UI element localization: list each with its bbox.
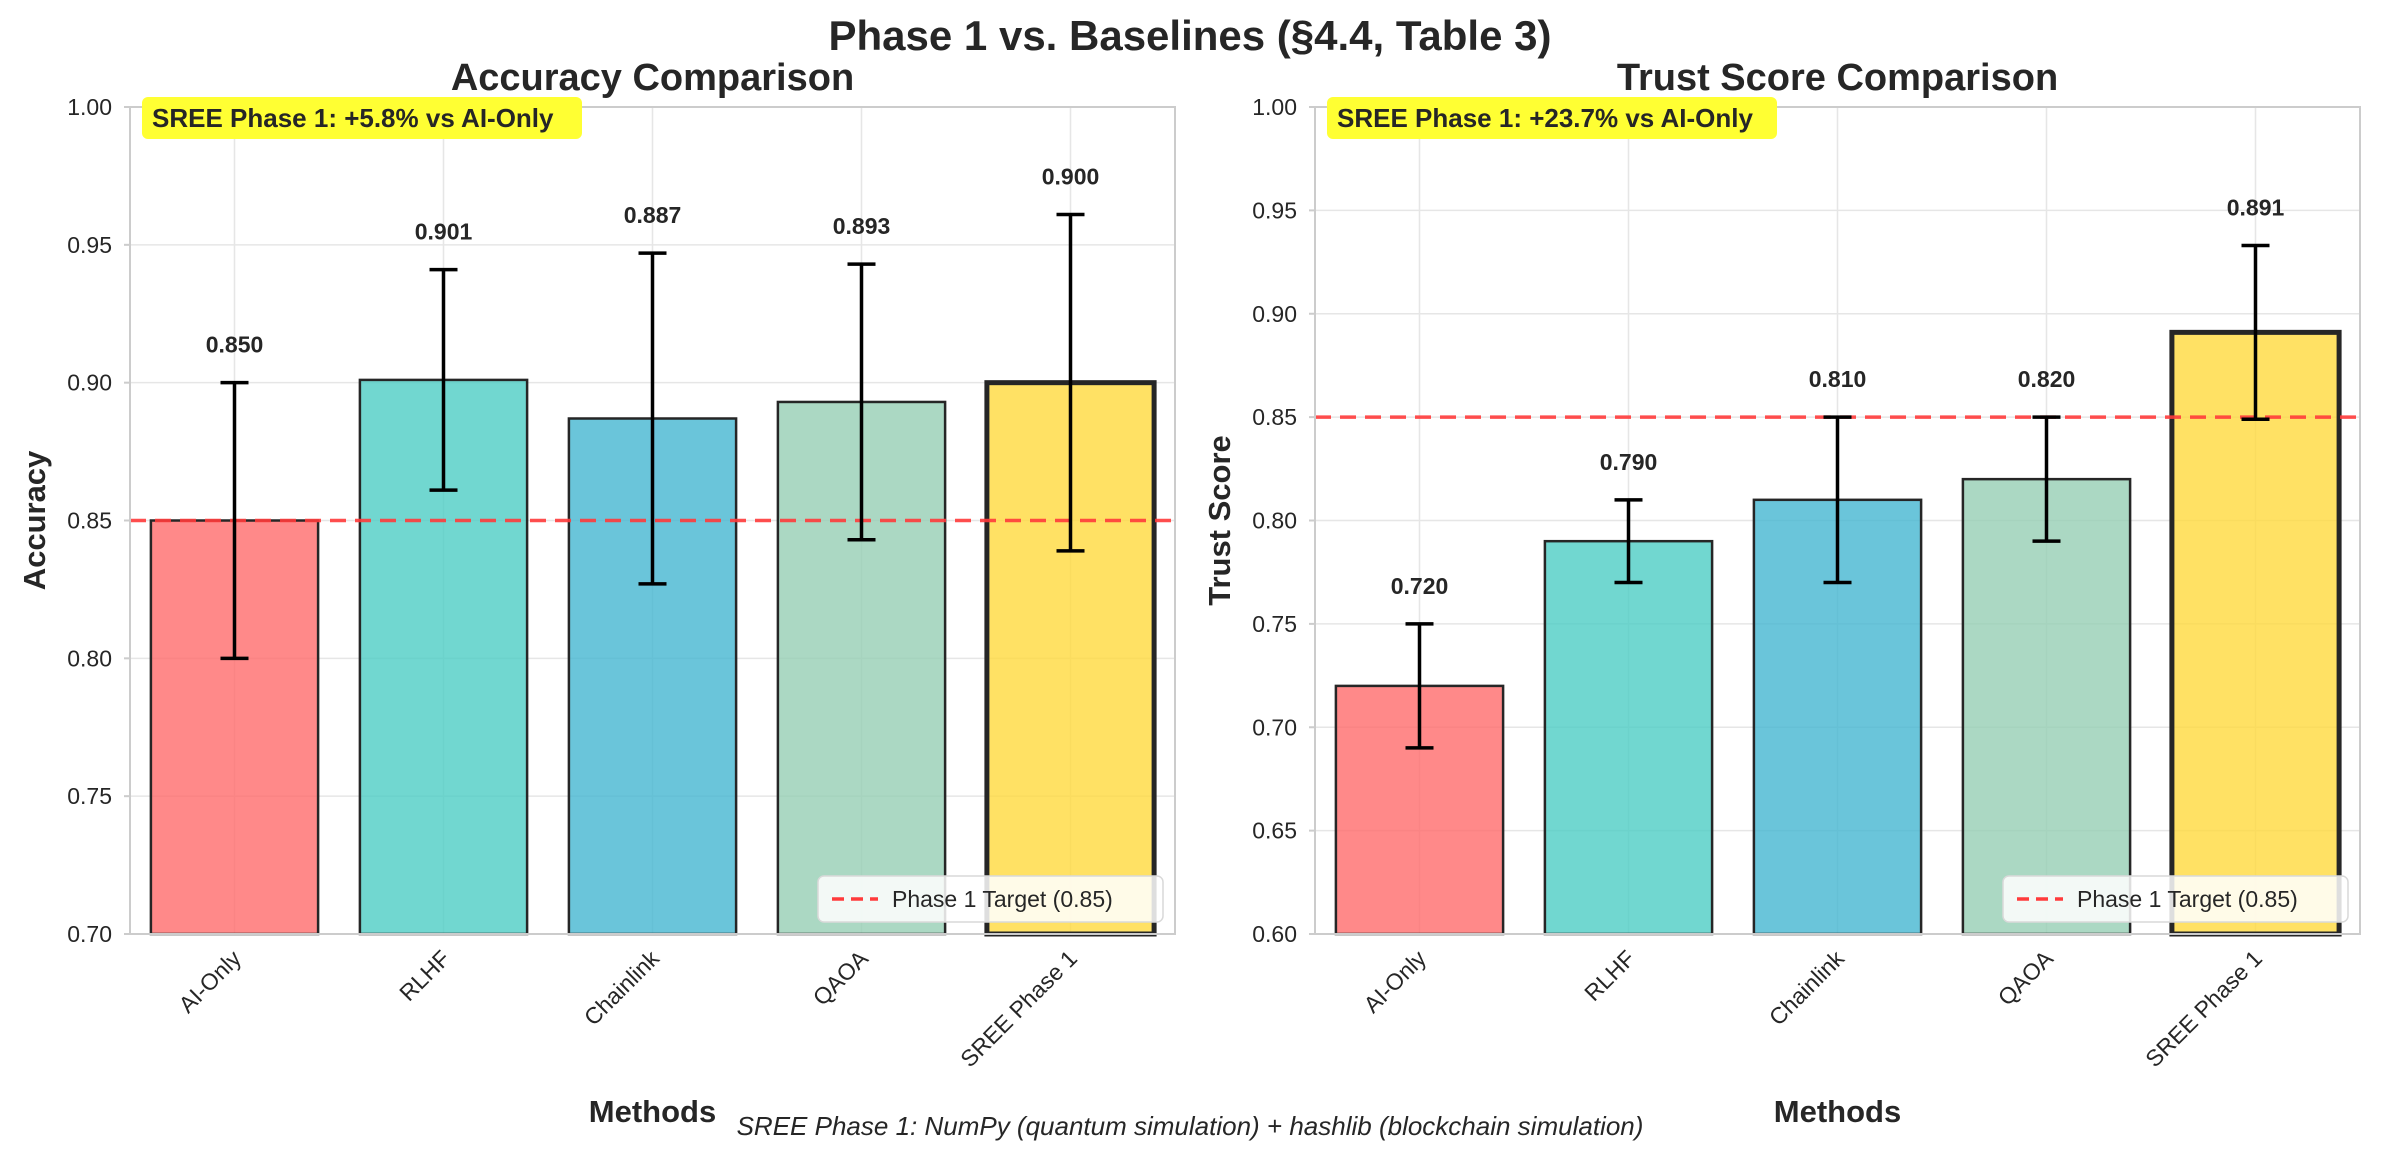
value-label: 0.810 [1809,366,1867,392]
value-label: 0.900 [1042,164,1100,190]
value-label: 0.891 [2227,195,2285,221]
bar-sree-phase-1 [2169,329,2342,937]
legend: Phase 1 Target (0.85) [2002,875,2349,923]
bar-qaoa [1961,477,2132,936]
legend-label: Phase 1 Target (0.85) [892,886,1113,912]
value-label: 0.820 [2018,366,2076,392]
x-tick-label: QAOA [1993,945,2059,1011]
value-label: 0.887 [624,202,682,228]
legend-box [817,875,1164,923]
y-axis-label: Trust Score [1202,435,1237,606]
y-tick-label: 0.65 [1252,818,1297,844]
value-label: 0.720 [1391,573,1449,599]
legend-box [2002,875,2349,923]
bar-rlhf [1543,539,1714,936]
y-tick-label: 0.90 [67,370,112,396]
value-label: 0.893 [833,213,891,239]
value-label: 0.850 [206,332,264,358]
y-axis-label: Accuracy [17,450,52,590]
value-label: 0.790 [1600,449,1658,475]
y-tick-label: 0.85 [1252,404,1297,430]
chart-title: Trust Score Comparison [1617,57,2058,99]
annotation-box [1327,97,1777,139]
x-tick-label: Chainlink [1764,945,1850,1031]
y-tick-label: 0.75 [1252,611,1297,637]
y-tick-label: 0.80 [67,645,112,671]
value-label: 0.901 [415,219,473,245]
x-tick-label: RLHF [394,945,455,1006]
x-tick-label: Chainlink [579,945,665,1031]
annotation-text: SREE Phase 1: +5.8% vs AI-Only [152,103,554,133]
x-axis-label: Methods [1774,1094,1901,1129]
y-tick-label: 0.95 [1252,197,1297,223]
x-tick-label: RLHF [1579,945,1640,1006]
y-tick-label: 1.00 [1252,94,1297,120]
chart-panels: 0.850 0.901 0.887 0.893 0.900 0.70 0.75 0.80 0.8… [17,57,2361,1129]
chart-panel-2: 0.720 0.790 0.810 0.820 0.891 0.60 0.65 0.70 0.7… [1202,57,2361,1129]
chart-title: Accuracy Comparison [451,57,854,99]
annotation-text: SREE Phase 1: +23.7% vs AI-Only [1337,103,1753,133]
x-axis-label: Methods [589,1094,716,1129]
x-tick-label: AI-Only [1358,945,1431,1018]
annotation-box [142,97,582,139]
x-tick-label: SREE Phase 1 [2140,945,2267,1072]
figure-title: Phase 1 vs. Baselines (§4.4, Table 3) [829,12,1552,59]
y-tick-label: 0.80 [1252,508,1297,534]
chart-panel-1: 0.850 0.901 0.887 0.893 0.900 0.70 0.75 0.80 0.8… [17,57,1176,1129]
y-tick-label: 0.90 [1252,301,1297,327]
y-tick-label: 0.70 [1252,714,1297,740]
y-tick-label: 0.75 [67,783,112,809]
y-tick-label: 0.85 [67,508,112,534]
x-tick-label: QAOA [808,945,874,1011]
legend: Phase 1 Target (0.85) [817,875,1164,923]
figure-caption: SREE Phase 1: NumPy (quantum simulation)… [737,1111,1644,1141]
y-tick-label: 0.60 [1252,921,1297,947]
y-tick-label: 0.70 [67,921,112,947]
y-tick-label: 0.95 [67,232,112,258]
x-tick-label: AI-Only [173,945,246,1018]
x-tick-label: SREE Phase 1 [955,945,1082,1072]
y-tick-label: 1.00 [67,94,112,120]
legend-label: Phase 1 Target (0.85) [2077,886,2298,912]
